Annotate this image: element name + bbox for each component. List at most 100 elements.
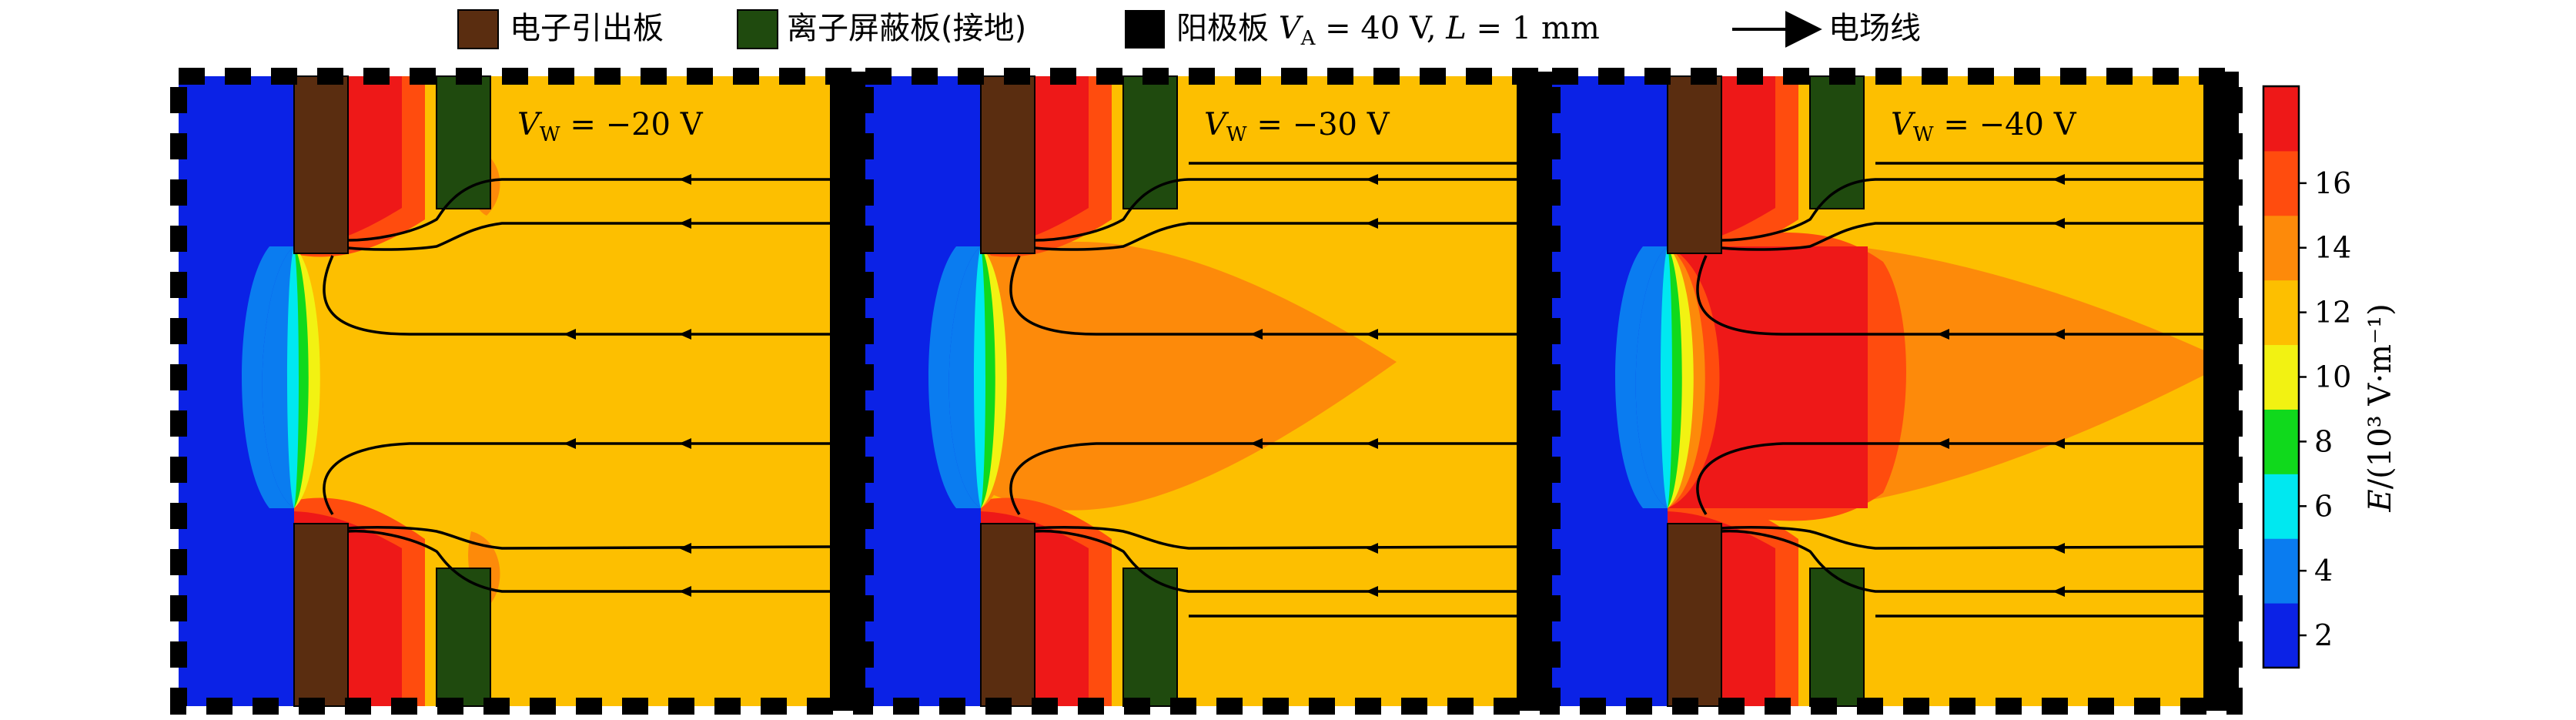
legend-label-electron-plate: 电子引出板 bbox=[510, 11, 664, 46]
colorbar-tick-label: 6 bbox=[2314, 489, 2333, 523]
field-line-arrow bbox=[679, 174, 691, 185]
field-line-arrow bbox=[679, 438, 691, 449]
ion-shield-plate-top bbox=[1122, 75, 1178, 209]
field-line bbox=[1721, 178, 2203, 242]
field-line-arrow bbox=[679, 586, 691, 597]
colorbar-segment bbox=[2263, 150, 2299, 216]
field-region-low bbox=[1552, 76, 1668, 706]
colorbar-segment bbox=[2263, 86, 2299, 152]
field-region-2-4 bbox=[928, 246, 981, 508]
colorbar-segment bbox=[2263, 344, 2299, 410]
field-line-arrow bbox=[679, 218, 691, 229]
field-line bbox=[347, 526, 831, 550]
legend-swatch-electron-plate bbox=[457, 9, 499, 49]
legend-label-anode: 阳极板 VA = 40 V, L = 1 mm bbox=[1176, 11, 1600, 50]
field-region-2-4 bbox=[242, 246, 294, 508]
field-line-arrow bbox=[1250, 329, 1263, 340]
field-line bbox=[1034, 529, 1517, 593]
colorbar-segment bbox=[2263, 409, 2299, 474]
colorbar-tick-label: 14 bbox=[2314, 231, 2351, 265]
field-line bbox=[1721, 222, 2203, 251]
field-panel-2: VW = −30 V bbox=[857, 68, 1556, 715]
electron-plate-top bbox=[980, 75, 1035, 254]
colorbar-label: E/(10³ V·m⁻¹) bbox=[2363, 303, 2398, 512]
field-line-arrow bbox=[2052, 174, 2065, 185]
ion-shield-plate-bottom bbox=[436, 568, 491, 707]
colorbar-tick-label: 16 bbox=[2314, 166, 2351, 200]
field-line-arrow bbox=[2052, 438, 2065, 449]
field-line bbox=[1034, 222, 1517, 251]
field-line bbox=[1721, 526, 2204, 550]
panel-border bbox=[170, 68, 869, 715]
field-line-arrow bbox=[1366, 543, 1378, 554]
field-line-arrow bbox=[2052, 586, 2065, 597]
field-line bbox=[1009, 255, 1517, 336]
colorbar-segment bbox=[2263, 215, 2299, 281]
ion-shield-plate-top bbox=[436, 75, 491, 209]
field-line-arrow bbox=[679, 543, 691, 554]
field-line-arrow bbox=[2052, 329, 2065, 340]
panel-voltage-label: VW = −40 V bbox=[1891, 107, 2077, 146]
field-line bbox=[347, 178, 830, 242]
field-region-2-4 bbox=[1615, 246, 1668, 508]
field-line-arrow bbox=[2052, 543, 2065, 554]
panel-voltage-label: VW = −20 V bbox=[517, 107, 704, 146]
field-panel-1: VW = −20 V bbox=[170, 68, 869, 715]
legend-label-field-line: 电场线 bbox=[1828, 11, 1921, 46]
field-line bbox=[1009, 442, 1517, 515]
legend-swatch-ion-shield bbox=[737, 9, 778, 49]
field-line-arrow bbox=[564, 329, 576, 340]
field-region-low bbox=[179, 76, 294, 706]
field-line-arrow bbox=[1366, 174, 1378, 185]
electron-plate-top bbox=[293, 75, 349, 254]
panel-voltage-label: VW = −30 V bbox=[1204, 107, 1390, 146]
colorbar-tick-label: 8 bbox=[2314, 424, 2333, 458]
field-line bbox=[1696, 255, 2203, 336]
legend-swatch-anode bbox=[1125, 10, 1165, 49]
electron-plate-bottom bbox=[980, 523, 1035, 707]
field-line-arrow bbox=[564, 438, 576, 449]
colorbar-segment bbox=[2263, 474, 2299, 539]
field-line-arrow bbox=[1250, 438, 1263, 449]
colorbar-tick-label: 2 bbox=[2314, 618, 2333, 652]
colorbar-segment bbox=[2263, 538, 2299, 604]
field-lines bbox=[1009, 162, 1517, 618]
field-line bbox=[1034, 526, 1517, 550]
field-line bbox=[323, 442, 830, 515]
legend: 电子引出板 离子屏蔽板(接地) 阳极板 VA = 40 V, L = 1 mm … bbox=[457, 9, 1921, 50]
colorbar-tick-label: 10 bbox=[2314, 360, 2351, 394]
colorbar-segment bbox=[2263, 280, 2299, 346]
colorbar-tick-label: 4 bbox=[2314, 554, 2333, 588]
electron-plate-bottom bbox=[1667, 523, 1722, 707]
field-region-low bbox=[865, 76, 981, 706]
electron-plate-top bbox=[1667, 75, 1722, 254]
panel-border bbox=[1544, 68, 2243, 715]
ion-shield-plate-bottom bbox=[1122, 568, 1178, 707]
field-line-arrow bbox=[1366, 218, 1378, 229]
field-lines bbox=[323, 174, 831, 597]
panel-border bbox=[857, 68, 1556, 715]
colorbar: 2 4 6 8 10 12 14 16 E/(10³ V·m⁻¹) bbox=[2262, 85, 2398, 669]
field-line-arrow bbox=[1366, 438, 1378, 449]
field-line-arrow bbox=[1366, 329, 1378, 340]
field-line-arrow bbox=[1937, 438, 1949, 449]
electron-plate-bottom bbox=[293, 523, 349, 707]
field-lines bbox=[1696, 162, 2204, 618]
colorbar-segment bbox=[2263, 603, 2299, 668]
field-line bbox=[323, 255, 830, 336]
field-line bbox=[1034, 178, 1517, 242]
field-line bbox=[347, 222, 830, 251]
field-line-arrow bbox=[1937, 329, 1949, 340]
field-line bbox=[1721, 529, 2203, 593]
field-line bbox=[1696, 442, 2203, 515]
colorbar-tick-label: 12 bbox=[2314, 296, 2351, 330]
field-line-arrow bbox=[1366, 586, 1378, 597]
ion-shield-plate-top bbox=[1809, 75, 1865, 209]
field-line-arrow bbox=[2052, 218, 2065, 229]
field-line-arrow bbox=[679, 329, 691, 340]
legend-label-ion-shield: 离子屏蔽板(接地) bbox=[787, 11, 1026, 46]
ion-shield-plate-bottom bbox=[1809, 568, 1865, 707]
field-panel-3: VW = −40 V bbox=[1544, 68, 2243, 715]
field-line bbox=[347, 529, 830, 593]
